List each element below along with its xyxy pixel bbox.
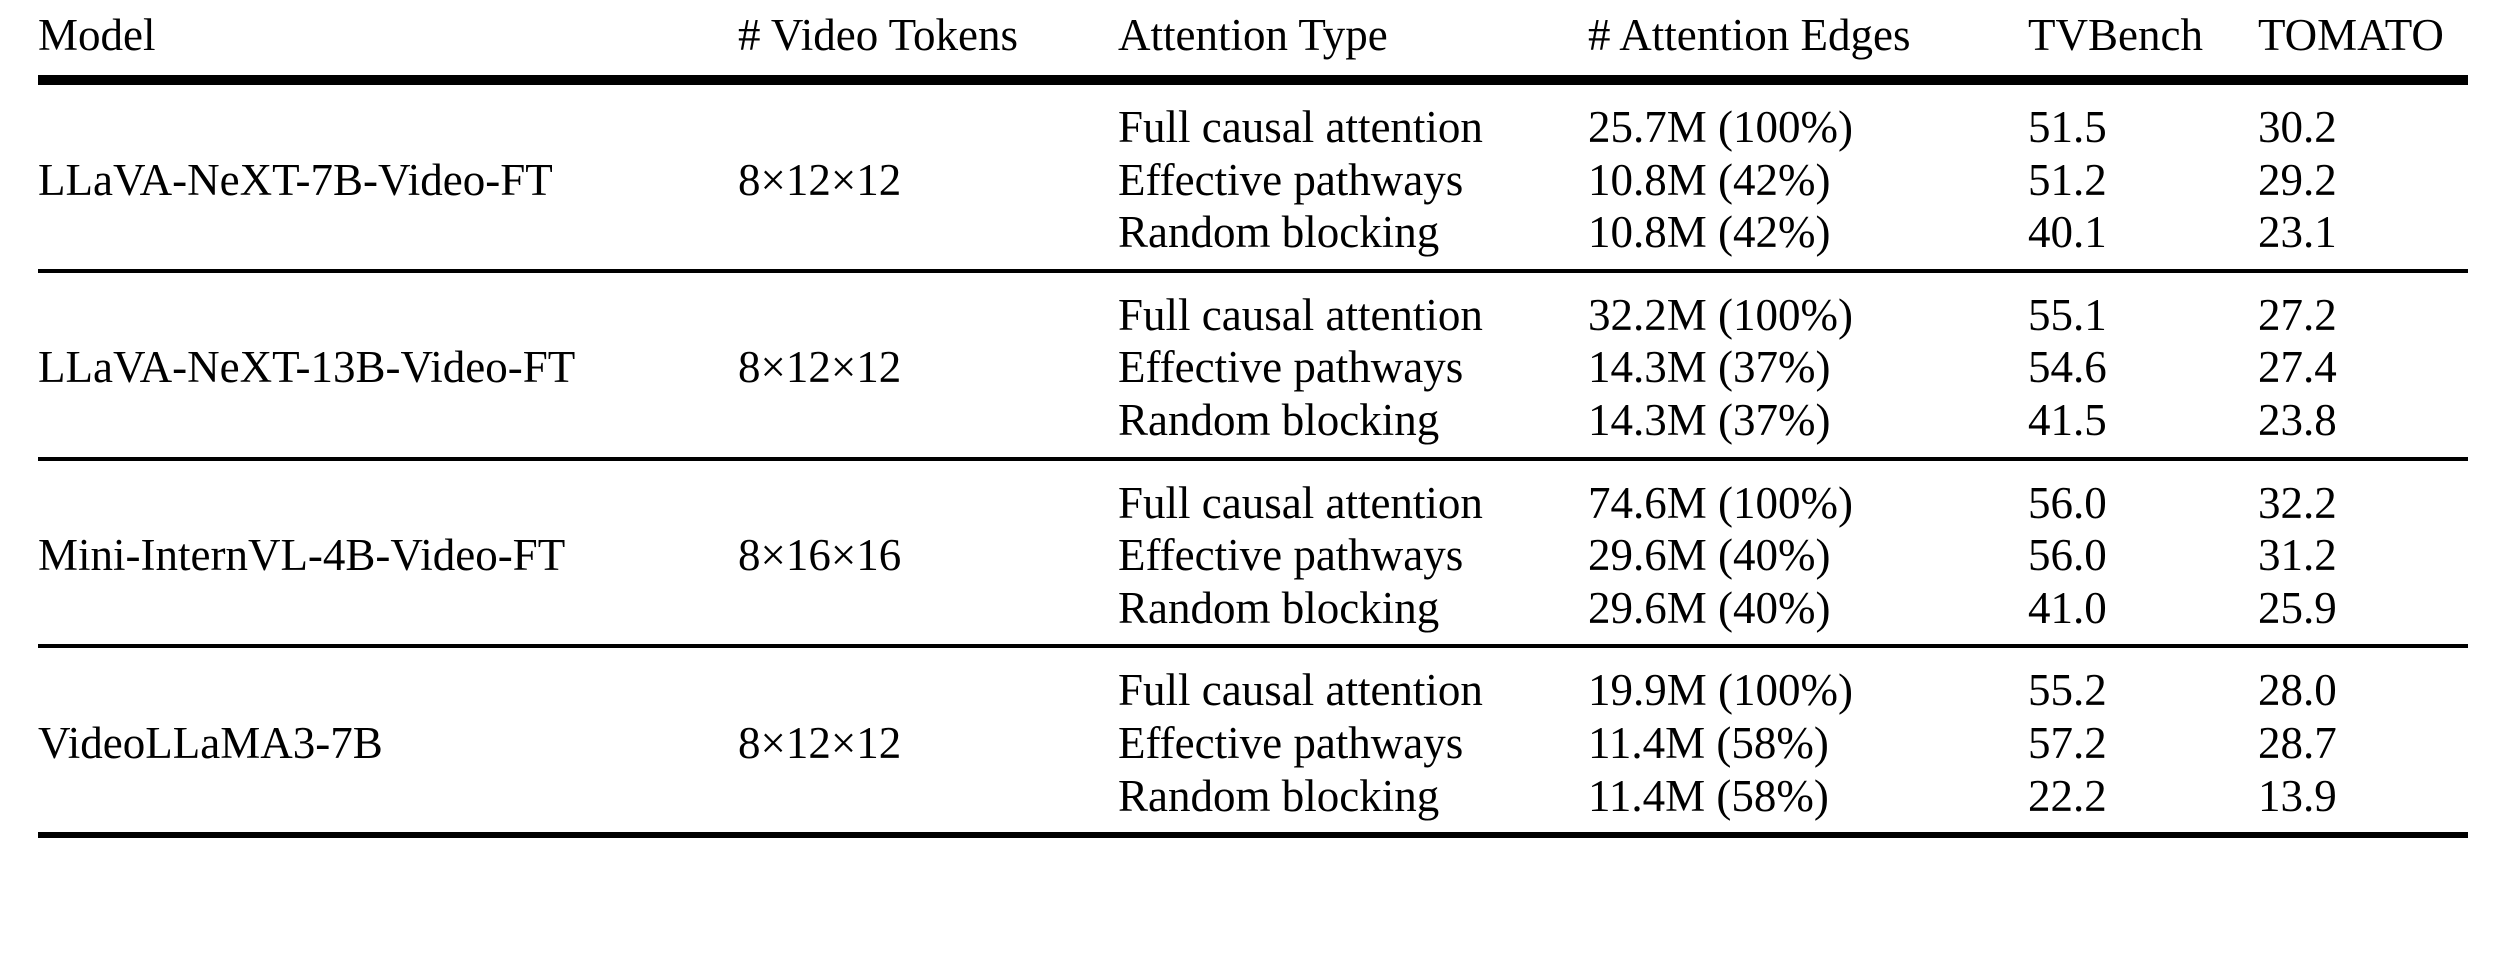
cell-model: VideoLLaMA3-7B [38, 717, 383, 768]
cell-tomato: 28.7 [2258, 717, 2337, 768]
header-row: Model # Video Tokens Attention Type # At… [38, 0, 2468, 78]
cell-tomato: 29.2 [2258, 154, 2337, 205]
top-rule [38, 75, 2468, 84]
table-row: LLaVA-NeXT-13B-Video-FT 8×12×12 Full cau… [38, 289, 2468, 392]
group-spacer [38, 85, 2468, 101]
table-row: Effective pathways 10.8M (42%) 51.2 29.2 [38, 154, 2468, 207]
cell-tokens: 8×12×12 [738, 154, 902, 205]
cell-tomato: 13.9 [2258, 770, 2337, 821]
cell-model: Mini-InternVL-4B-Video-FT [38, 530, 566, 581]
cell-attention-type: Full causal attention [1118, 289, 1483, 340]
cell-tvbench: 55.1 [2028, 289, 2107, 340]
group-spacer [38, 273, 2468, 289]
cell-tomato: 32.2 [2258, 477, 2337, 528]
table-row: Random blocking 10.8M (42%) 40.1 23.1 [38, 206, 2468, 259]
cell-tvbench: 54.6 [2028, 342, 2107, 393]
cell-attention-edges: 11.4M (58%) [1588, 770, 1829, 821]
cell-tvbench: 56.0 [2028, 530, 2107, 581]
cell-attention-type: Random blocking [1118, 207, 1440, 258]
cell-attention-edges: 10.8M (42%) [1588, 207, 1831, 258]
cell-attention-edges: 29.6M (40%) [1588, 582, 1831, 633]
cell-tvbench: 40.1 [2028, 207, 2107, 258]
cell-attention-type: Random blocking [1118, 582, 1440, 633]
column-header-tvbench: TVBench [2028, 10, 2203, 60]
cell-attention-type: Full causal attention [1118, 477, 1483, 528]
cell-attention-type: Effective pathways [1118, 154, 1464, 205]
table-row: VideoLLaMA3-7B 8×12×12 Full causal atten… [38, 664, 2468, 767]
column-header-attention-type: Attention Type [1118, 10, 1388, 60]
cell-tokens: 8×16×16 [738, 530, 902, 581]
group-spacer [38, 634, 2468, 646]
cell-attention-edges: 29.6M (40%) [1588, 530, 1831, 581]
cell-attention-type: Full causal attention [1118, 665, 1483, 716]
cell-tvbench: 57.2 [2028, 717, 2107, 768]
cell-attention-type: Effective pathways [1118, 530, 1464, 581]
cell-model: LLaVA-NeXT-13B-Video-FT [38, 342, 576, 393]
cell-tomato: 27.4 [2258, 342, 2337, 393]
results-table: Model # Video Tokens Attention Type # At… [38, 0, 2468, 842]
table-row: Random blocking 29.6M (40%) 41.0 25.9 [38, 582, 2468, 635]
cell-tvbench: 55.2 [2028, 665, 2107, 716]
cell-attention-edges: 11.4M (58%) [1588, 717, 1829, 768]
table-body: LLaVA-NeXT-7B-Video-FT 8×12×12 Full caus… [38, 81, 2468, 842]
cell-attention-edges: 74.6M (100%) [1588, 477, 1853, 528]
cell-tomato: 30.2 [2258, 102, 2337, 152]
cell-tokens: 8×12×12 [738, 342, 902, 393]
cell-tomato: 31.2 [2258, 530, 2337, 581]
cell-attention-edges: 14.3M (37%) [1588, 342, 1831, 393]
table-row: Effective pathways 14.3M (37%) 54.6 27.4 [38, 341, 2468, 394]
cell-attention-type: Random blocking [1118, 770, 1440, 821]
column-header-tomato: TOMATO [2258, 10, 2444, 60]
cell-attention-type: Random blocking [1118, 394, 1440, 445]
group-spacer [38, 447, 2468, 459]
table-rule-top-group [38, 75, 2468, 84]
group-spacer [38, 461, 2468, 477]
cell-tomato: 28.0 [2258, 665, 2337, 716]
cell-tvbench: 41.0 [2028, 582, 2107, 633]
cell-tomato: 23.1 [2258, 207, 2337, 258]
cell-model: LLaVA-NeXT-7B-Video-FT [38, 154, 553, 205]
cell-tvbench: 51.5 [2028, 102, 2107, 152]
cell-tvbench: 41.5 [2028, 394, 2107, 445]
cell-tomato: 25.9 [2258, 582, 2337, 633]
cell-tvbench: 56.0 [2028, 477, 2107, 528]
group-spacer [38, 648, 2468, 664]
cell-tvbench: 22.2 [2028, 770, 2107, 821]
table-row: Random blocking 14.3M (37%) 41.5 23.8 [38, 394, 2468, 447]
cell-attention-type: Effective pathways [1118, 342, 1464, 393]
cell-attention-edges: 25.7M (100%) [1588, 102, 1853, 152]
group-spacer [38, 259, 2468, 271]
table-row: LLaVA-NeXT-7B-Video-FT 8×12×12 Full caus… [38, 101, 2468, 204]
cell-attention-type: Effective pathways [1118, 717, 1464, 768]
column-header-model: Model [38, 10, 156, 60]
cell-attention-type: Full causal attention [1118, 102, 1483, 152]
table-row: Effective pathways 11.4M (58%) 57.2 28.7 [38, 717, 2468, 770]
table-row: Effective pathways 29.6M (40%) 56.0 31.2 [38, 529, 2468, 582]
table-row: Mini-InternVL-4B-Video-FT 8×16×16 Full c… [38, 477, 2468, 579]
group-spacer [38, 822, 2468, 835]
cell-tomato: 23.8 [2258, 394, 2337, 445]
table-header: Model # Video Tokens Attention Type # At… [38, 0, 2468, 78]
cell-attention-edges: 14.3M (37%) [1588, 394, 1831, 445]
cell-tokens: 8×12×12 [738, 717, 902, 768]
cell-attention-edges: 32.2M (100%) [1588, 289, 1853, 340]
column-header-attention-edges: # Attention Edges [1588, 10, 1911, 60]
cell-attention-edges: 10.8M (42%) [1588, 154, 1831, 205]
cell-tomato: 27.2 [2258, 289, 2337, 340]
table-row: Random blocking 11.4M (58%) 22.2 13.9 [38, 770, 2468, 823]
cell-attention-edges: 19.9M (100%) [1588, 665, 1853, 716]
bottom-rule [38, 832, 2468, 842]
cell-tvbench: 51.2 [2028, 154, 2107, 205]
column-header-tokens: # Video Tokens [738, 10, 1018, 60]
